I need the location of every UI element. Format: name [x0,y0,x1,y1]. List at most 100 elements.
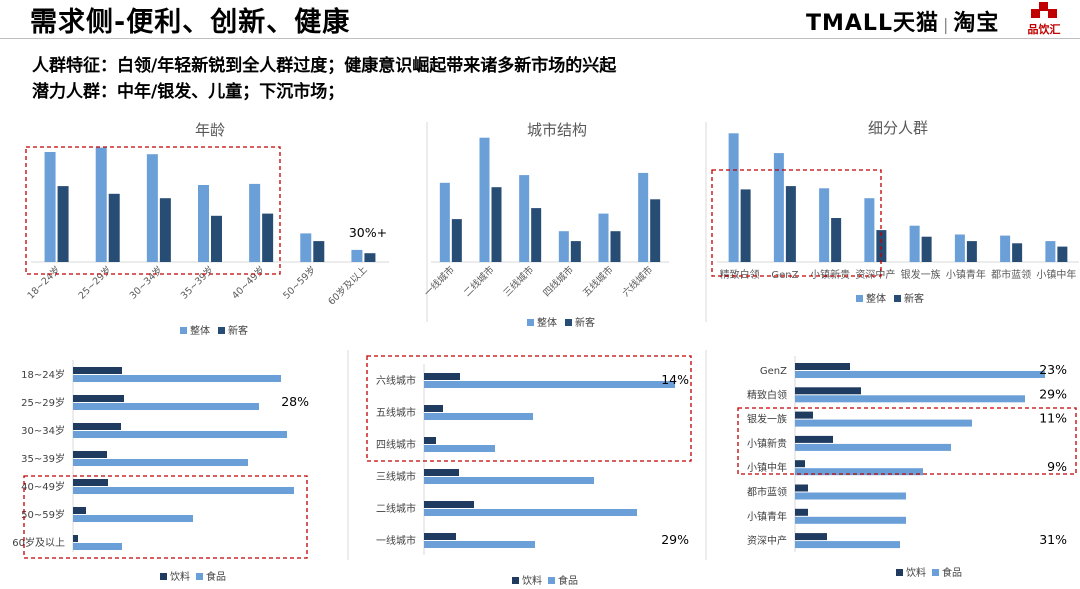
chart0-bar-overall-6 [351,249,363,262]
chart5-annotation-3: 9% [1047,459,1067,474]
chart4-bar-drink-2 [424,437,436,444]
chart5-bar-food-2 [795,419,972,427]
chart5-highlight-box [737,407,1077,475]
chart2-bar-new-0 [740,189,751,262]
chart3-bar-drink-0 [73,367,122,374]
chart0-bar-new-0 [57,186,69,262]
chart0-legend-swatch-0 [180,327,187,334]
chart3-bar-food-1 [73,403,259,410]
chart4-bar-drink-1 [424,405,443,412]
chart4-bar-drink-0 [424,373,460,380]
chart5-legend-label-0: 饮料 [906,566,926,579]
subtitle-audience-traits: 人群特征：白领/年轻新锐到全人群过度；健康意识崛起带来诸多新市场的兴起 [32,56,617,76]
chart1-tick-2: 三线城市 [501,263,537,299]
chart4-legend-swatch-1 [548,577,555,584]
chart4-legend-label-1: 食品 [558,574,578,587]
chart0-bar-overall-5 [300,233,312,262]
chart5-bar-drink-0 [795,363,850,370]
chart5-tick-5: 都市蓝领 [747,486,787,499]
pinyinhui-mark-icon [1031,2,1057,18]
chart4-highlight-box [366,355,692,462]
subtitle-potential-audience: 潜力人群：中年/银发、儿童；下沉市场； [32,82,345,102]
chart0-legend-label-1: 新客 [228,324,248,337]
chart5-tick-4: 小镇中年 [747,461,787,474]
chart2-bar-new-7 [1057,246,1068,262]
chart0-bar-new-3 [211,215,222,262]
chart1-bar-overall-0 [439,182,450,262]
chart1-legend-swatch-1 [565,319,572,326]
chart5-legend-swatch-1 [932,569,939,576]
chart0-bar-new-2 [159,198,171,262]
chart2-tick-5: 小镇青年 [946,268,986,281]
chart5-annotation-0: 23% [1039,362,1067,377]
chart3-legend-label-1: 食品 [206,570,226,583]
chart2-bar-overall-0 [728,133,739,262]
chart2-legend-label-1: 新客 [904,292,924,305]
chart5-bar-food-3 [795,443,951,451]
chart1-bar-new-4 [610,231,621,262]
pinyinhui-logo: 品饮汇 [1017,2,1071,36]
chart0-bar-overall-0 [44,152,56,262]
chart0-tick-3: 35~39岁 [178,264,216,302]
chart0-title: 年龄 [195,121,225,139]
chart2-tick-4: 银发一族 [901,268,941,281]
chart1-bar-overall-2 [519,175,530,262]
chart3-legend-swatch-0 [160,573,167,580]
chart2-bar-overall-1 [773,153,784,262]
chart1-bar-new-1 [491,187,502,262]
chart4-bar-drink-5 [424,533,456,540]
chart3-tick-0: 18~24岁 [21,368,65,381]
chart0-tick-6: 60岁及以上 [326,263,370,307]
chart0-bar-new-1 [108,193,120,262]
chart4-tick-1: 五线城市 [376,406,416,419]
title-divider [0,38,1080,39]
chart5-annotation-2: 11% [1039,411,1067,426]
chart4-legend-swatch-0 [512,577,519,584]
chart4-bar-food-4 [424,509,637,516]
chart2-legend-label-0: 整体 [866,292,886,305]
chart5-bar-food-1 [795,395,1025,403]
chart5-tick-1: 精致白领 [747,388,787,401]
chart3-bar-drink-5 [73,507,86,514]
chart1-tick-1: 二线城市 [461,263,497,299]
chart3-bar-drink-3 [73,451,107,458]
chart0-bar-overall-2 [146,154,158,262]
chart5-bar-drink-7 [795,533,827,541]
chart3-bar-drink-4 [73,479,108,486]
pinyinhui-wordmark: 品饮汇 [1027,23,1061,36]
chart1-bar-overall-4 [598,213,609,262]
chart2-tick-0: 精致白领 [720,268,760,281]
chart2-bar-overall-4 [909,225,920,262]
chart2-legend-swatch-1 [894,295,901,302]
chart1-legend-label-1: 新客 [575,316,595,329]
chart3-tick-3: 35~39岁 [21,452,65,465]
chart4-bar-drink-3 [424,469,459,476]
chart4-tick-2: 四线城市 [376,438,416,451]
chart2-bar-overall-6 [1000,235,1011,262]
chart3-annotation-0: 28% [281,394,309,409]
chart3-tick-1: 25~29岁 [21,396,65,409]
chart3-bar-drink-2 [73,423,121,430]
chart2-tick-7: 小镇中年 [1036,268,1076,281]
chart0-bar-overall-1 [95,147,107,262]
chart2-bar-overall-3 [864,198,875,262]
chart4-tick-3: 三线城市 [376,470,416,483]
chart1-bar-overall-5 [638,172,649,262]
chart4-bar-food-3 [424,477,594,484]
chart5-tick-2: 银发一族 [747,413,787,426]
chart5-bar-food-0 [795,371,1045,378]
brand-logos: TMALL天猫 | 淘宝 [806,5,999,37]
chart3-legend-label-0: 饮料 [170,570,190,583]
chart1-bar-new-3 [570,241,581,262]
chart0-tick-4: 40~49岁 [229,264,267,302]
chart2-tick-2: 小镇新贵 [810,268,850,281]
chart4-tick-5: 一线城市 [376,534,416,547]
tmall-logo: TMALL天猫 [806,11,939,36]
chart5-bar-food-6 [795,516,906,524]
chart1-bar-overall-1 [479,137,490,262]
chart5-bar-food-7 [795,541,900,549]
chart5-annotation-4: 31% [1039,532,1067,547]
chart4-bar-drink-4 [424,501,474,508]
chart5-legend-label-1: 食品 [942,566,962,579]
